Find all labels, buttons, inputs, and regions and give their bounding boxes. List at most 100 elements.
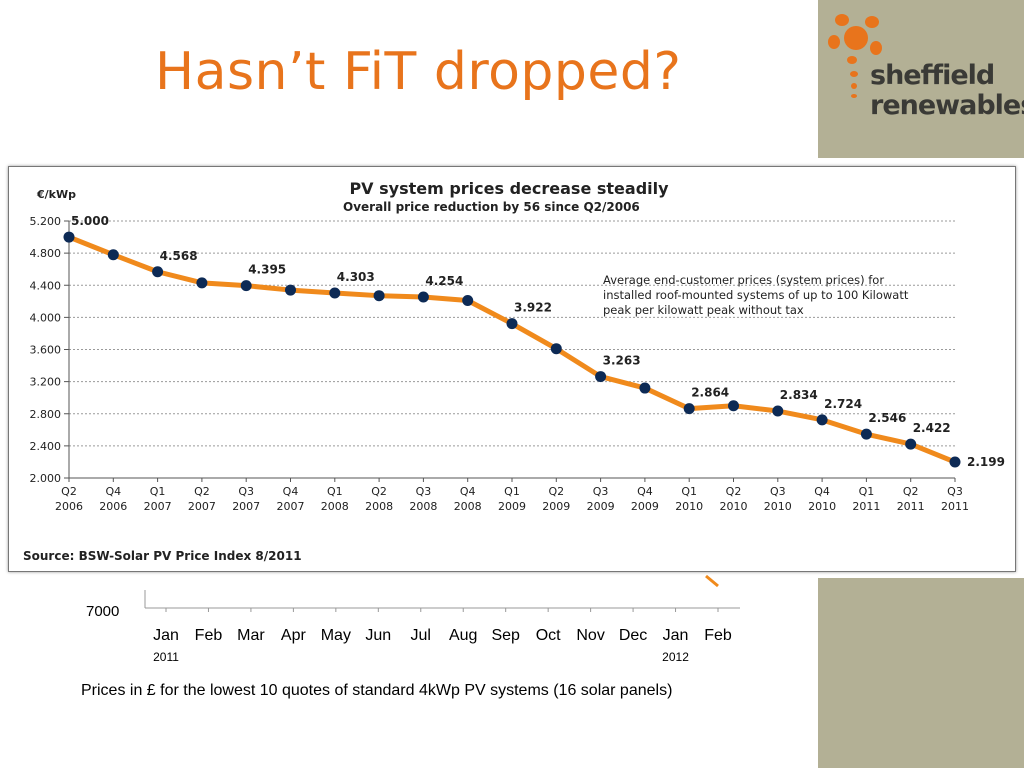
bg-chart-y-tick: 7000 (86, 603, 119, 620)
bg-chart-caption: Prices in £ for the lowest 10 quotes of … (81, 682, 673, 699)
data-point (683, 403, 695, 415)
annotation-line: installed roof-mounted systems of up to … (603, 288, 909, 302)
data-label: 2.546 (868, 411, 906, 425)
x-tick-quarter: Q1 (681, 485, 697, 498)
x-tick-quarter: Q2 (548, 485, 564, 498)
data-point (550, 343, 562, 355)
sun-flower-icon (828, 14, 882, 98)
x-tick-quarter: Q2 (903, 485, 919, 498)
bg-x-tick-label: Jun (365, 627, 391, 644)
data-label: 3.263 (603, 354, 641, 368)
bg-x-tick-label: Sep (491, 627, 520, 644)
x-tick-year: 2007 (188, 500, 216, 513)
x-tick-year: 2010 (808, 500, 836, 513)
x-tick-quarter: Q2 (61, 485, 77, 498)
x-tick-quarter: Q1 (859, 485, 875, 498)
x-tick-quarter: Q1 (504, 485, 520, 498)
background-chart: 7000 Jan Feb Mar Apr May Jun Jul Aug Sep Oct Nov De… (86, 574, 740, 664)
y-tick-label: 4.800 (30, 247, 62, 260)
x-tick-year: 2008 (454, 500, 482, 513)
x-tick-quarter: Q3 (416, 485, 432, 498)
x-tick-year: 2010 (675, 500, 703, 513)
bg-x-tick-label: Mar (237, 627, 265, 644)
data-point (506, 318, 518, 330)
x-tick-quarter: Q2 (194, 485, 210, 498)
data-point (107, 249, 119, 261)
data-label: 2.834 (780, 388, 818, 402)
x-tick-year: 2006 (99, 500, 127, 513)
series-group (63, 231, 961, 468)
chart-source: Source: BSW-Solar PV Price Index 8/2011 (23, 549, 302, 563)
x-tick-year: 2007 (144, 500, 172, 513)
x-tick-quarter: Q2 (371, 485, 387, 498)
chart-frame: PV system prices decrease steadily Overa… (8, 166, 1016, 572)
bg-x-tick-label: Dec (619, 627, 647, 644)
data-point (63, 231, 75, 243)
x-tick-quarter: Q4 (283, 485, 299, 498)
y-tick-label: 4.400 (30, 279, 62, 292)
slide-title: Hasn’t FiT dropped? (155, 42, 682, 102)
annotation-line: peak per kilowatt peak without tax (603, 303, 804, 317)
chart-grid (64, 220, 955, 479)
data-label: 5.000 (71, 214, 109, 228)
bg-x-tick-label: Nov (576, 627, 604, 644)
x-tick-year: 2008 (409, 500, 437, 513)
pv-price-chart: PV system prices decrease steadily Overa… (23, 179, 1005, 563)
data-point (728, 400, 739, 412)
bg-year-label: 2012 (662, 650, 689, 664)
x-tick-quarter: Q4 (814, 485, 830, 498)
data-point (196, 277, 208, 289)
x-tick-quarter: Q4 (105, 485, 121, 498)
data-label: 4.303 (337, 270, 375, 284)
y-tick-label: 2.400 (30, 440, 62, 453)
y-tick-label: 3.600 (30, 344, 62, 357)
y-tick-label: 3.200 (30, 376, 62, 389)
bg-x-tick-label: Jul (411, 627, 431, 644)
x-tick-year: 2011 (852, 500, 880, 513)
data-label: 2.864 (691, 386, 729, 400)
data-point (329, 287, 341, 299)
data-point (816, 414, 828, 426)
side-panel (818, 578, 1024, 768)
x-tick-year: 2011 (897, 500, 925, 513)
data-label: 4.568 (160, 249, 198, 263)
logo-line-2: renewables (870, 90, 1024, 121)
data-point (905, 438, 917, 450)
x-tick-year: 2006 (55, 500, 83, 513)
bg-x-tick-label: Apr (281, 627, 307, 644)
bg-x-tick-label: Feb (195, 627, 223, 644)
data-point (240, 280, 252, 292)
x-tick-year: 2010 (764, 500, 792, 513)
bg-year-label: 2011 (153, 650, 179, 664)
x-tick-year: 2008 (321, 500, 349, 513)
data-labels: 5.000 4.568 4.395 4.303 4.254 3.922 3.263 2.864… (71, 214, 1005, 469)
bg-x-tick-label: Jan (663, 627, 689, 644)
data-point (152, 266, 164, 278)
x-tick-quarter: Q4 (460, 485, 476, 498)
bg-chart-line-fragment (705, 574, 719, 588)
x-tick-year: 2009 (587, 500, 615, 513)
y-axis-label: €/kWp (36, 188, 76, 201)
data-label: 4.395 (248, 263, 286, 277)
x-tick-quarter: Q3 (238, 485, 254, 498)
logo-panel: sheffield renewables (818, 0, 1024, 158)
x-tick-quarter: Q4 (637, 485, 653, 498)
y-tick-label: 4.000 (30, 311, 62, 324)
data-label: 2.724 (824, 397, 862, 411)
data-point (373, 290, 385, 302)
data-label: 4.254 (425, 274, 463, 288)
x-tick-year: 2007 (232, 500, 260, 513)
annotation-line: Average end-customer prices (system pric… (603, 273, 884, 287)
x-tick-year: 2011 (941, 500, 969, 513)
data-point (639, 382, 651, 394)
x-tick-year: 2010 (720, 500, 748, 513)
y-tick-label: 2.000 (30, 472, 62, 485)
data-label: 2.422 (913, 421, 951, 435)
data-point (949, 456, 961, 468)
data-point (417, 291, 429, 303)
x-tick-quarter: Q1 (150, 485, 166, 498)
x-tick-year: 2009 (498, 500, 526, 513)
x-tick-quarter: Q3 (947, 485, 963, 498)
data-point (462, 295, 474, 307)
chart-annotation: Average end-customer prices (system pric… (603, 273, 909, 317)
